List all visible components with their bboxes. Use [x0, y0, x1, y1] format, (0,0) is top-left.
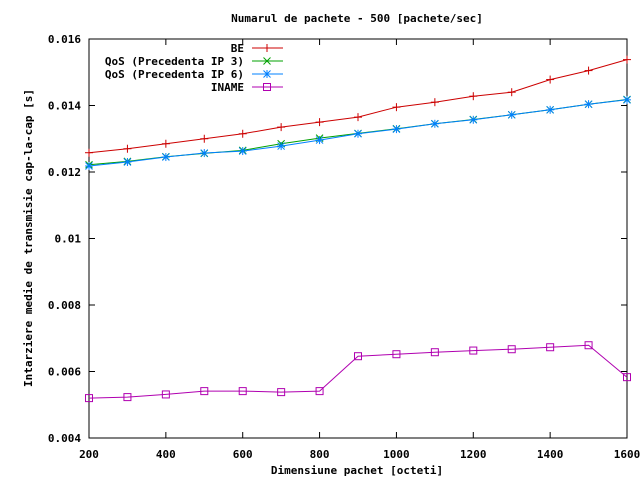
y-tick-label: 0.004 [48, 432, 81, 445]
legend-entry: QoS (Precedenta IP 6) [105, 68, 283, 81]
legend-entry: QoS (Precedenta IP 3) [105, 55, 283, 68]
x-tick-label: 400 [156, 448, 176, 461]
x-tick-label: 1400 [537, 448, 564, 461]
data-point [584, 100, 593, 109]
data-point [263, 44, 271, 52]
data-point [430, 98, 439, 107]
data-point [315, 387, 324, 396]
series-be [85, 55, 631, 157]
data-point [238, 129, 247, 138]
data-point [200, 134, 209, 143]
data-point [161, 139, 170, 148]
data-point [546, 75, 555, 84]
data-point [161, 153, 170, 162]
data-point [85, 394, 93, 403]
data-point [277, 123, 286, 132]
data-point [584, 66, 593, 75]
x-axis: 200 400 600 800 1000 1200 1400 1600 [79, 39, 640, 461]
data-point [315, 118, 324, 127]
data-point [469, 115, 478, 124]
data-point [277, 142, 286, 151]
data-point [430, 348, 439, 357]
data-point [623, 373, 631, 382]
y-tick-label: 0.008 [48, 299, 81, 312]
data-point [546, 105, 555, 114]
y-tick-label: 0.014 [48, 100, 81, 113]
data-point [392, 125, 401, 134]
data-point [263, 83, 271, 91]
data-point [507, 345, 516, 354]
series-qos-precedenta-ip-6 [85, 95, 631, 171]
x-tick-label: 600 [233, 448, 253, 461]
x-tick-label: 1200 [460, 448, 487, 461]
data-point [469, 92, 478, 101]
y-axis-label: Intarziere medie de transmisie cap-la-ca… [22, 89, 35, 387]
data-point [623, 55, 631, 64]
data-point [238, 147, 247, 156]
x-tick-label: 800 [310, 448, 330, 461]
data-point [584, 341, 593, 350]
data-point [277, 388, 286, 397]
plot-border [88, 38, 628, 439]
data-point [200, 149, 209, 158]
data-point [623, 95, 631, 104]
data-point [123, 158, 132, 167]
data-point [161, 390, 170, 399]
legend-entry: INAME [211, 81, 283, 94]
data-point [354, 113, 362, 122]
plot-area [88, 38, 628, 439]
data-point [315, 136, 324, 145]
chart-title: Numarul de pachete - 500 [pachete/sec] [231, 12, 483, 25]
data-point [85, 148, 93, 157]
data-point [200, 387, 209, 396]
x-tick-label: 200 [79, 448, 99, 461]
data-point [238, 387, 247, 396]
data-point [430, 119, 439, 128]
series-iname [85, 341, 631, 403]
data-point [123, 144, 132, 153]
data-point [392, 350, 401, 359]
data-point [507, 110, 516, 119]
legend-label: QoS (Precedenta IP 3) [105, 55, 244, 68]
data-point [354, 129, 362, 138]
data-point [85, 162, 93, 171]
x-tick-label: 1600 [614, 448, 640, 461]
data-point [263, 57, 271, 65]
data-point [469, 346, 478, 355]
y-axis: 0.004 0.006 0.008 0.01 0.012 0.014 0.016 [48, 33, 627, 445]
y-tick-label: 0.006 [48, 366, 81, 379]
series-line [88, 344, 628, 399]
data-point [354, 352, 362, 361]
data-point [507, 88, 516, 97]
legend-entry: BE [231, 42, 283, 55]
legend-label: QoS (Precedenta IP 6) [105, 68, 244, 81]
y-tick-label: 0.012 [48, 166, 81, 179]
legend-label: BE [231, 42, 244, 55]
data-point [123, 393, 132, 402]
y-tick-label: 0.016 [48, 33, 81, 46]
series-layer [85, 55, 631, 403]
data-point [392, 103, 401, 112]
x-tick-label: 1000 [383, 448, 410, 461]
data-point [263, 70, 271, 78]
legend-label: INAME [211, 81, 244, 94]
data-point [546, 343, 555, 352]
y-tick-label: 0.01 [55, 233, 82, 246]
x-axis-label: Dimensiune pachet [octeti] [271, 464, 443, 477]
